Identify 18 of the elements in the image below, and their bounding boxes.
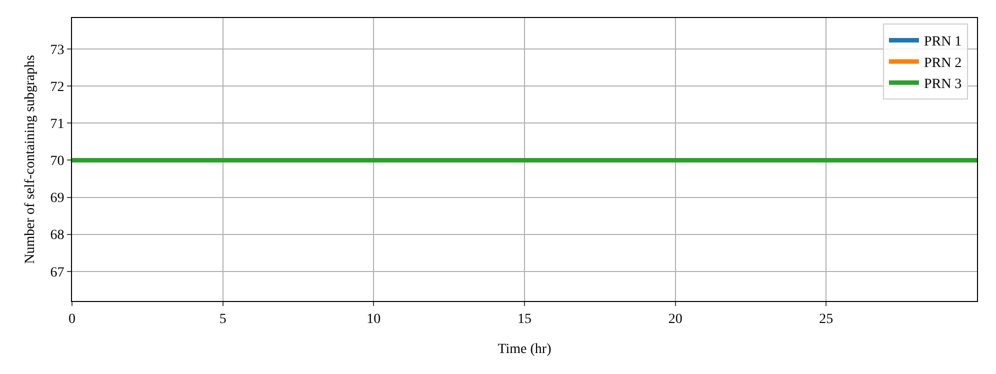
legend-label: PRN 3 [924, 77, 962, 92]
x-tick-label: 25 [819, 312, 834, 327]
y-tick-label: 72 [50, 80, 64, 96]
x-tick-label: 5 [219, 312, 226, 327]
y-tick-label: 68 [50, 228, 64, 244]
y-tick-label: 73 [50, 43, 64, 58]
x-axis-title: Time (hr) [498, 342, 552, 357]
x-tick-label: 15 [518, 312, 532, 327]
y-tick-label: 71 [50, 117, 64, 132]
legend-label: PRN 1 [924, 34, 962, 50]
x-tick-label: 20 [668, 312, 682, 327]
y-tick-label: 67 [50, 265, 64, 280]
y-axis-title: Number of self-containing subgraphs [23, 55, 38, 264]
x-tick-label: 10 [366, 312, 381, 327]
x-tick-label: 0 [68, 312, 76, 327]
legend-label: PRN 2 [924, 56, 962, 71]
y-tick-label: 70 [50, 154, 64, 170]
y-tick-label: 69 [50, 191, 64, 206]
